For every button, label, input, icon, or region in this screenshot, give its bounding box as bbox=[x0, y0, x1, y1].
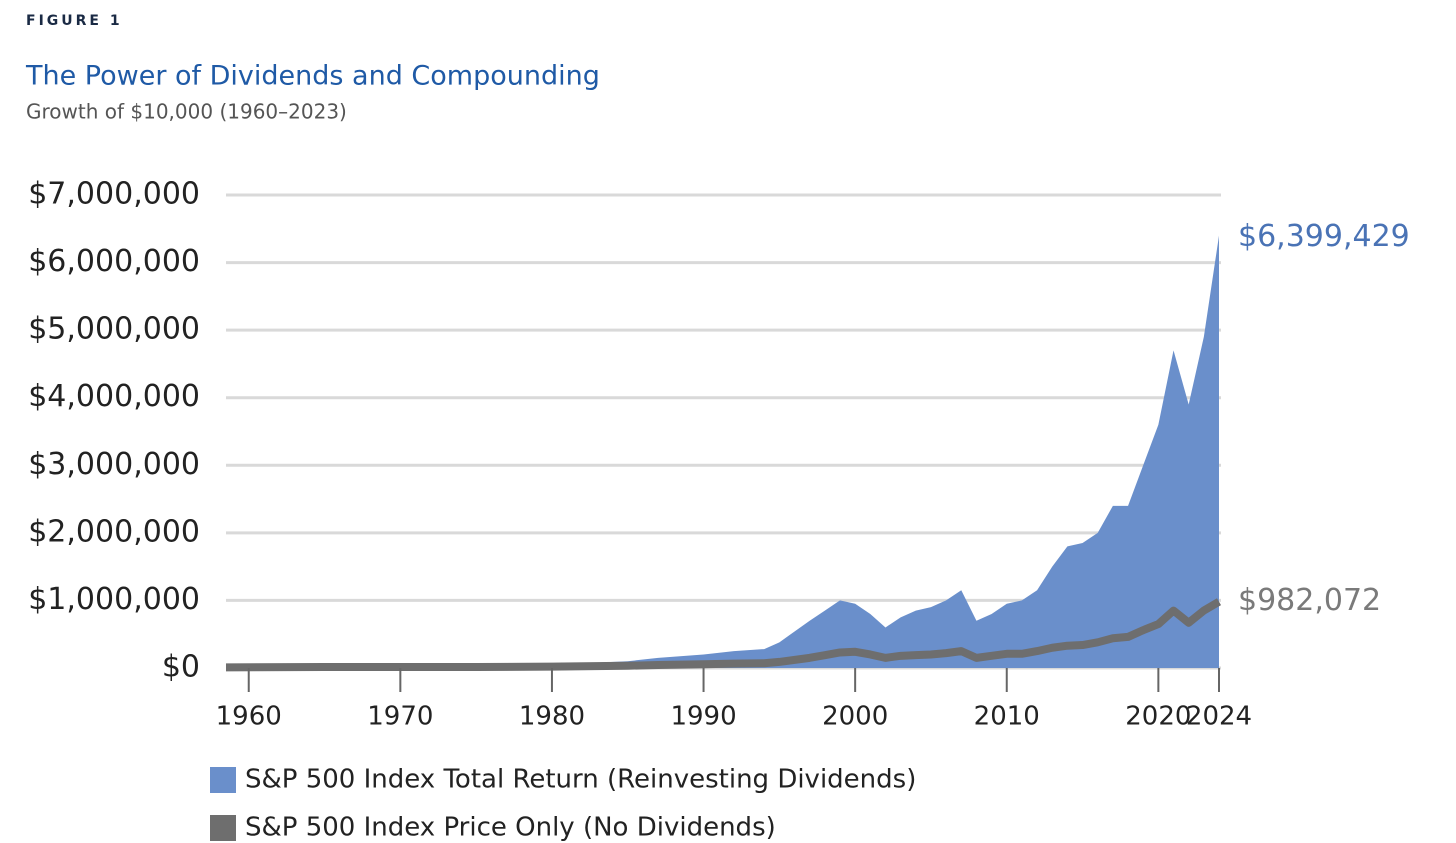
legend-swatch bbox=[210, 767, 236, 793]
area bbox=[226, 235, 1219, 669]
chart-title: The Power of Dividends and Compounding bbox=[25, 61, 600, 92]
x-tick-label: 1990 bbox=[670, 702, 736, 732]
kicker: FIGURE 1 bbox=[26, 13, 123, 29]
value-label: $982,072 bbox=[1238, 583, 1381, 618]
y-tick-label: $6,000,000 bbox=[28, 244, 200, 279]
y-tick-label: $3,000,000 bbox=[28, 447, 200, 482]
y-tick-label: $7,000,000 bbox=[28, 177, 200, 212]
x-tick-label: 2000 bbox=[822, 702, 888, 732]
y-tick-label: $2,000,000 bbox=[28, 514, 200, 549]
legend-label: S&P 500 Index Price Only (No Dividends) bbox=[245, 813, 776, 843]
value-label: $6,399,429 bbox=[1238, 219, 1410, 254]
x-tick-label: 2010 bbox=[974, 702, 1040, 732]
y-tick-label: $5,000,000 bbox=[28, 312, 200, 347]
legend-swatch bbox=[210, 815, 236, 841]
line bbox=[225, 598, 1222, 672]
y-tick-label: $1,000,000 bbox=[28, 582, 200, 617]
x-tick-label: 2024 bbox=[1186, 702, 1252, 732]
x-tick-label: 1980 bbox=[519, 702, 585, 732]
y-tick-label: $0 bbox=[162, 650, 200, 685]
legend-label: S&P 500 Index Total Return (Reinvesting … bbox=[245, 765, 916, 795]
y-tick-label: $4,000,000 bbox=[28, 379, 200, 414]
x-tick-label: 2020 bbox=[1125, 702, 1191, 732]
x-tick-label: 1960 bbox=[216, 702, 282, 732]
x-tick-label: 1970 bbox=[367, 702, 433, 732]
chart-subtitle: Growth of $10,000 (1960–2023) bbox=[26, 100, 347, 124]
